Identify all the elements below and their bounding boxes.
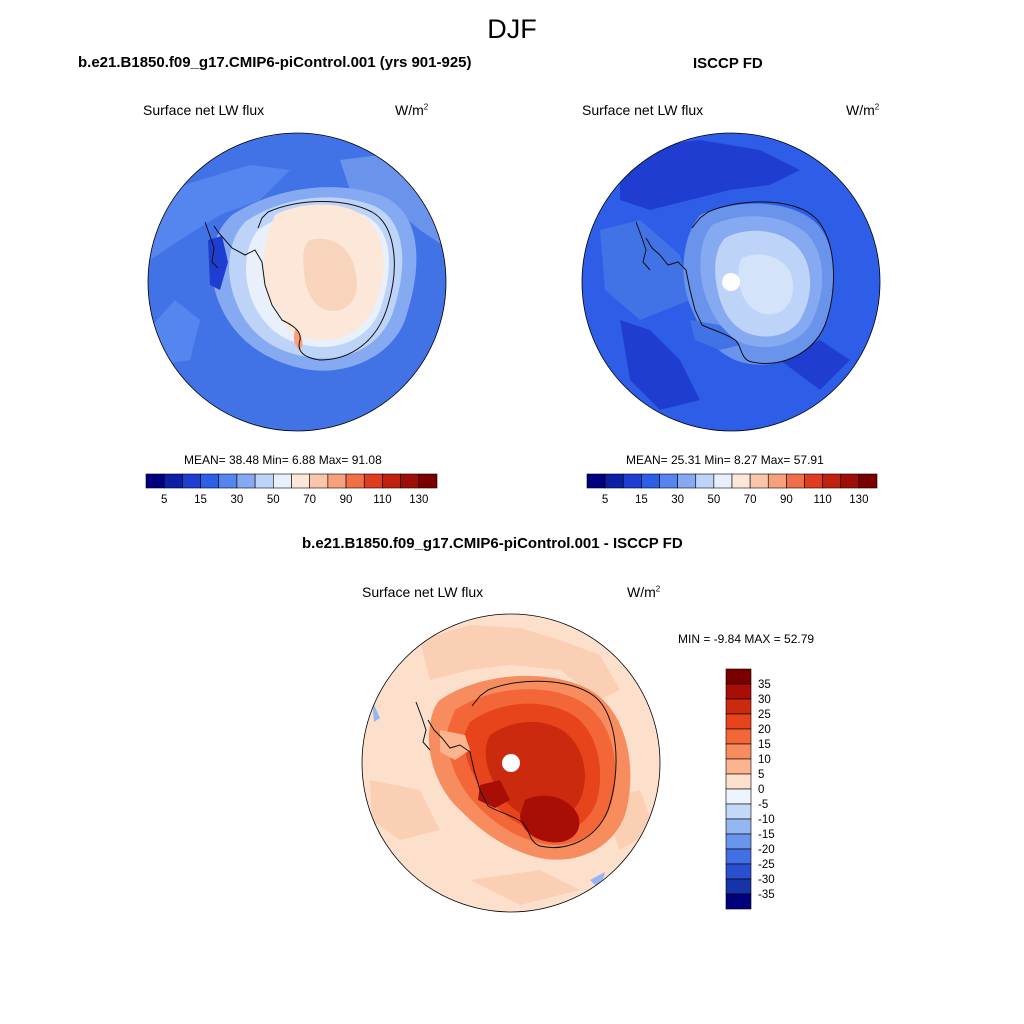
figure-title: DJF — [487, 14, 537, 44]
panel1-colorbar-swatch — [236, 473, 256, 489]
panel3-colorbar-swatch — [725, 788, 752, 805]
panel2-colorbar-tick-label: 50 — [707, 494, 720, 506]
panel1-colorbar-swatch — [363, 473, 383, 489]
panel1-variable-label: Surface net LW flux — [143, 102, 265, 118]
panel1-colorbar-tick-label: 130 — [409, 494, 428, 506]
panel3-colorbar-swatch — [725, 668, 752, 685]
panel3-title: b.e21.B1850.f09_g17.CMIP6-piControl.001 … — [302, 535, 683, 552]
panel3-variable-label: Surface net LW flux — [362, 584, 484, 600]
panel2-colorbar-tick-label: 90 — [780, 494, 793, 506]
panel3-colorbar-tick-label: 20 — [758, 724, 771, 736]
panel1-colorbar-tick-label: 30 — [231, 494, 244, 506]
panel2-colorbar-swatch — [731, 473, 751, 489]
panel1-colorbar: 5 15 30 50 70 90 110 130 — [145, 473, 438, 506]
panel2-colorbar-swatch — [622, 473, 642, 489]
panel3-colorbar-swatch — [725, 713, 752, 730]
panel1-colorbar-swatch — [254, 473, 274, 489]
panel1-colorbar-swatch — [400, 473, 420, 489]
panel2-colorbar-swatch — [804, 473, 823, 489]
panel3-colorbar-tick-label: -35 — [758, 889, 775, 901]
panel3-colorbar-tick-label: 10 — [758, 754, 771, 766]
panel3-colorbar-tick-label: 5 — [758, 769, 764, 781]
panel3-colorbar-swatch — [725, 698, 752, 715]
panel3-colorbar-swatch — [725, 803, 752, 820]
panel3-colorbar: 35 30 25 20 15 10 5 0 -5 -10 -15 -20 -25 -30 -35 — [725, 668, 775, 910]
panel3-colorbar-tick-label: -10 — [758, 814, 775, 826]
panel1-stats: MEAN= 38.48 Min= 6.88 Max= 91.08 — [184, 453, 382, 467]
panel1-units: W/m2 — [395, 102, 429, 118]
panel2-colorbar-swatch — [695, 473, 715, 489]
panel2-colorbar-swatch — [641, 473, 660, 489]
panel3-colorbar-tick-label: -30 — [758, 874, 775, 886]
panel3-map — [361, 613, 661, 913]
panel2-map — [581, 132, 881, 432]
panel1-colorbar-swatch — [291, 473, 310, 489]
panel2-colorbar-tick-label: 5 — [602, 494, 608, 506]
panel3-colorbar-tick-label: 30 — [758, 694, 771, 706]
panel1-colorbar-tick-label: 15 — [194, 494, 207, 506]
panel1-colorbar-swatch — [145, 473, 165, 489]
panel3-units: W/m2 — [627, 584, 661, 600]
panel3-stats: MIN = -9.84 MAX = 52.79 — [678, 632, 815, 646]
panel2-units: W/m2 — [846, 102, 880, 118]
panel3-colorbar-tick-label: -25 — [758, 859, 775, 871]
panel1-colorbar-swatch — [309, 473, 329, 489]
panel3-colorbar-swatch — [725, 758, 752, 775]
panel2-colorbar-swatch — [659, 473, 678, 489]
panel3-colorbar-swatch — [725, 863, 752, 880]
panel1-colorbar-tick-label: 5 — [161, 494, 167, 506]
panel2-colorbar-swatch — [586, 473, 606, 489]
panel3-colorbar-tick-label: -20 — [758, 844, 775, 856]
panel3-colorbar-swatch — [725, 848, 752, 865]
panel1-colorbar-swatch — [218, 473, 238, 489]
panel1-colorbar-tick-label: 50 — [267, 494, 280, 506]
panel2-colorbar-tick-label: 30 — [671, 494, 684, 506]
panel3-colorbar-swatch — [725, 893, 752, 910]
panel1-colorbar-swatch — [182, 473, 201, 489]
panel3-colorbar-tick-label: 25 — [758, 709, 771, 721]
panel1-colorbar-tick-label: 110 — [373, 494, 391, 506]
panel2-colorbar-tick-label: 110 — [813, 494, 831, 506]
panel1-colorbar-swatch — [345, 473, 365, 489]
panel2-colorbar-swatch — [677, 473, 697, 489]
panel3-colorbar-swatch — [725, 683, 752, 700]
panel3-colorbar-swatch — [725, 773, 752, 790]
panel1-colorbar-swatch — [273, 473, 292, 489]
panel2-colorbar-swatch — [858, 473, 878, 489]
panel1-colorbar-swatch — [200, 473, 220, 489]
panel2-colorbar-swatch — [604, 473, 624, 489]
panel3-colorbar-tick-label: -5 — [758, 799, 768, 811]
panel3-colorbar-swatch — [725, 728, 752, 745]
panel1-colorbar-swatch — [382, 473, 401, 489]
panel1-colorbar-swatch — [163, 473, 183, 489]
panel1-map — [147, 132, 447, 432]
panel2-variable-label: Surface net LW flux — [582, 102, 704, 118]
panel3-colorbar-tick-label: 0 — [758, 784, 764, 796]
panel2-colorbar-tick-label: 130 — [849, 494, 868, 506]
panel1-colorbar-tick-label: 70 — [303, 494, 316, 506]
panel2-title: ISCCP FD — [693, 55, 763, 72]
panel2-colorbar: 5 15 30 50 70 90 110 130 — [586, 473, 878, 506]
panel2-colorbar-swatch — [786, 473, 805, 489]
panel2-colorbar-tick-label: 70 — [744, 494, 757, 506]
panel3-colorbar-swatch — [725, 818, 752, 835]
panel3-colorbar-tick-label: -15 — [758, 829, 775, 841]
panel1-title: b.e21.B1850.f09_g17.CMIP6-piControl.001 … — [78, 54, 472, 71]
panel3-colorbar-swatch — [725, 878, 752, 895]
panel2-colorbar-swatch — [767, 473, 787, 489]
panel3-colorbar-tick-label: 15 — [758, 739, 771, 751]
panel2-colorbar-swatch — [840, 473, 860, 489]
panel2-colorbar-swatch — [749, 473, 769, 489]
panel2-colorbar-swatch — [822, 473, 842, 489]
panel3-colorbar-tick-label: 35 — [758, 679, 771, 691]
panel2-colorbar-tick-label: 15 — [635, 494, 648, 506]
panel2-stats: MEAN= 25.31 Min= 8.27 Max= 57.91 — [626, 453, 824, 467]
panel2-colorbar-swatch — [713, 473, 733, 489]
panel3-colorbar-swatch — [725, 833, 752, 850]
panel1-colorbar-tick-label: 90 — [340, 494, 353, 506]
panel1-colorbar-swatch — [327, 473, 347, 489]
panel1-colorbar-swatch — [418, 473, 438, 489]
panel3-colorbar-swatch — [725, 743, 752, 760]
